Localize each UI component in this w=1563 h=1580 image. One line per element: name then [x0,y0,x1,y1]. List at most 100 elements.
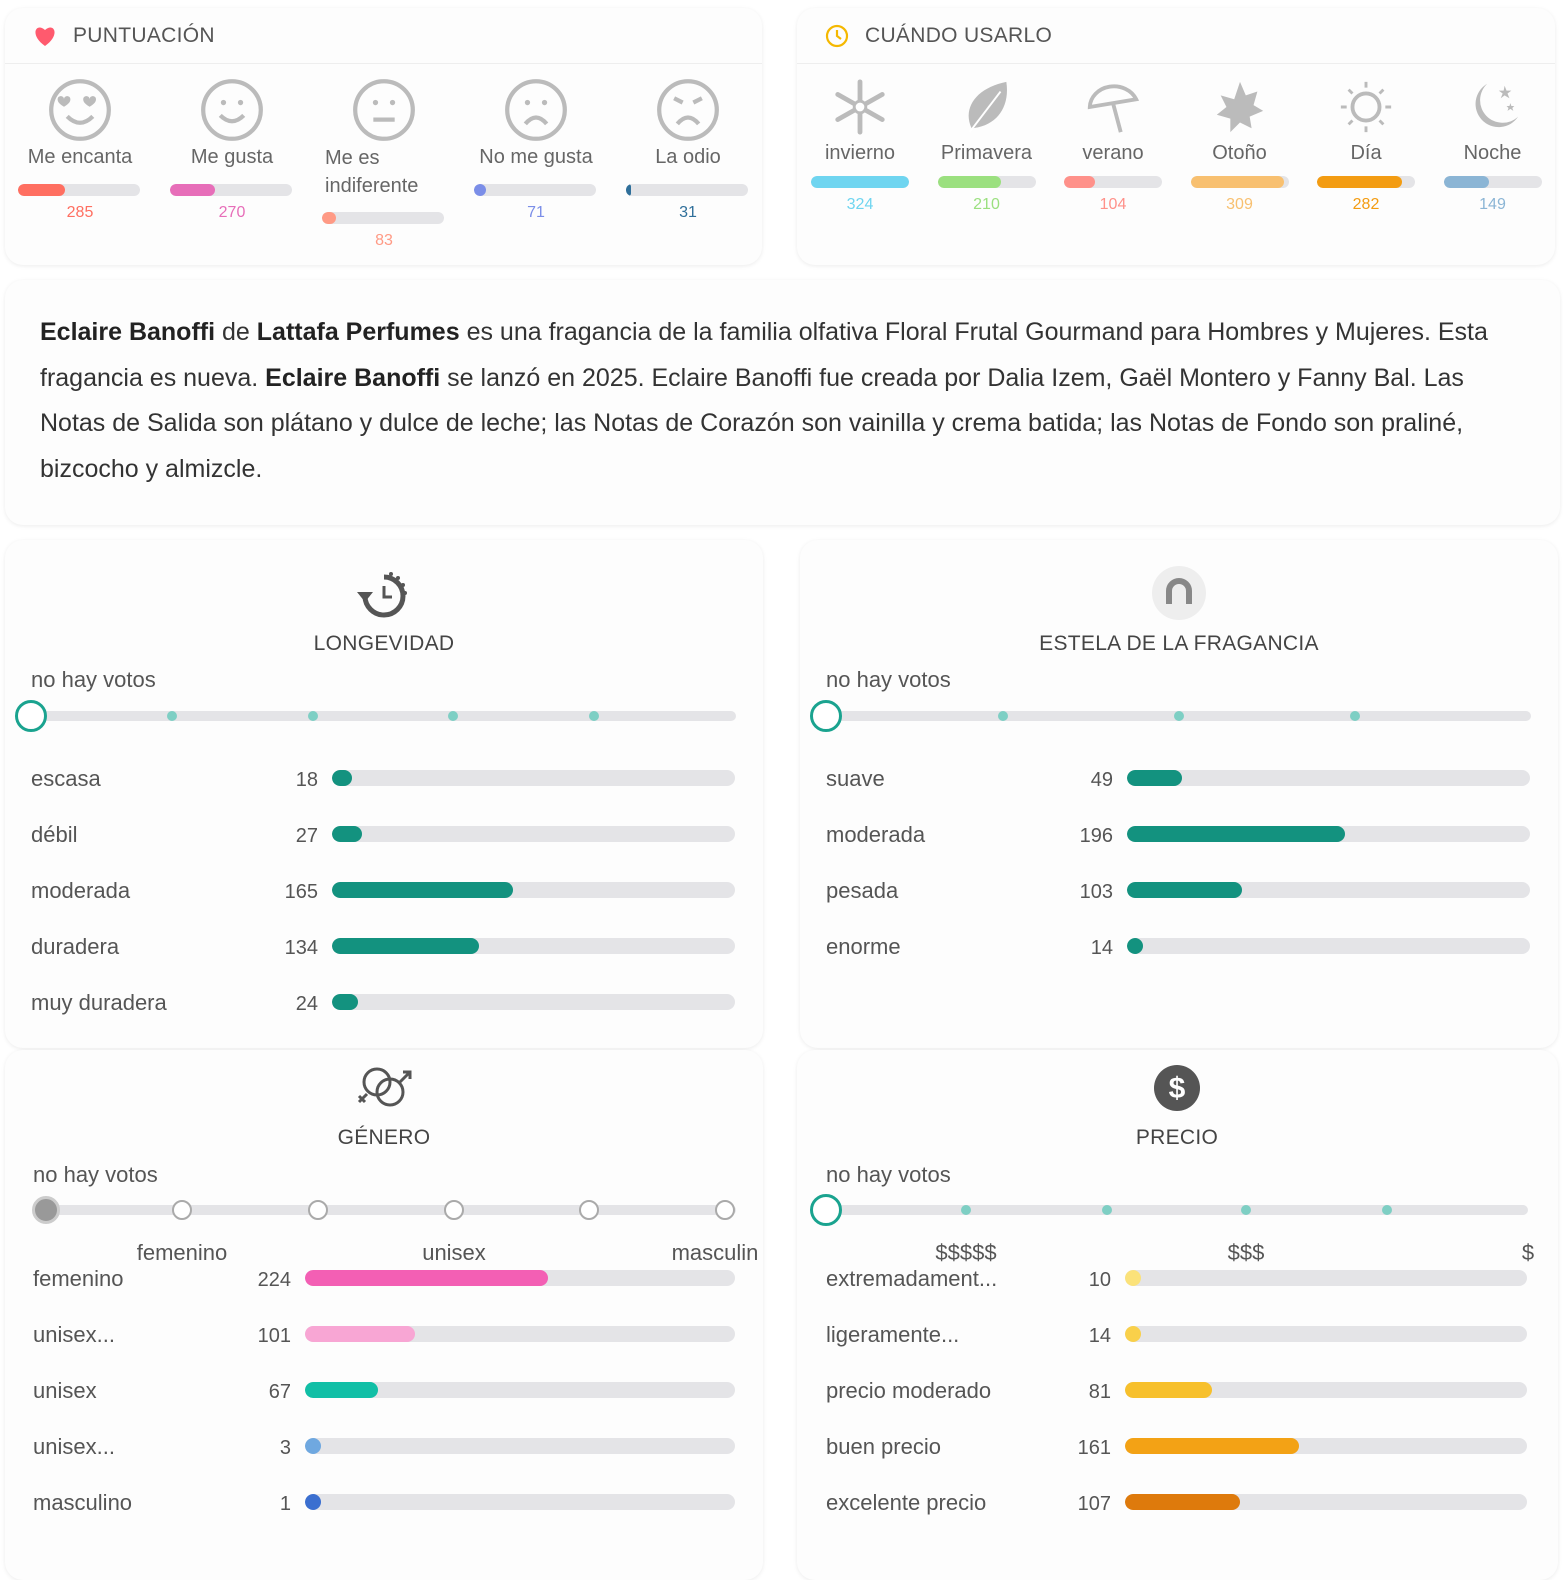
gender-tick: masculin [671,1240,759,1265]
rating-header: PUNTUACIÓN [5,8,762,64]
price-slider[interactable] [810,1194,1528,1226]
rating-option[interactable]: Me gusta [169,76,295,174]
sillage-slider[interactable] [810,700,1531,732]
slider-stop[interactable] [961,1205,971,1215]
slider-stop[interactable] [1350,711,1360,721]
season-count: 104 [1099,196,1127,213]
description-card [5,280,1560,525]
gender-row-bar [305,1438,735,1454]
longevity-row-count: 165 [284,881,318,903]
slider-stop[interactable] [167,711,177,721]
slider-stop[interactable] [1241,1205,1251,1215]
smile-face-icon [201,79,263,141]
clock-icon [825,24,849,47]
sillage-row-count: 49 [1090,769,1113,791]
slider-stop[interactable] [1382,1205,1392,1215]
season-option[interactable]: invierno [811,76,909,170]
season-option[interactable]: Día [1317,76,1415,170]
rating-option[interactable]: La odio [625,76,751,174]
gender-row-count: 224 [257,1269,291,1291]
leaf-icon [968,81,1007,133]
umbrella-icon [1087,84,1140,133]
longevity-row-bar [332,938,735,954]
slider-stop[interactable] [1102,1205,1112,1215]
moon-icon [1475,83,1518,128]
slider-handle[interactable] [810,700,842,732]
longevity-row-bar [332,994,735,1010]
longevity-row-bar-fill [332,882,513,898]
rating-count: 83 [375,232,393,249]
sillage-row-bar [1127,770,1530,786]
season-bar [811,176,909,188]
price-row-bar [1125,1494,1527,1510]
price-tick: $$$ [1227,1240,1265,1265]
price-row-bar-fill [1125,1326,1141,1342]
desc-part2: se lanzó en 2025. Eclaire Banoffi fue cr… [40,363,1464,483]
rating-count: 71 [527,204,545,221]
rating-bar-fill [18,184,65,196]
season-bar [937,176,1036,188]
gender-row-label: unisex [33,1378,97,1403]
price-no-votes: no hay votos [826,1162,951,1187]
rating-bar-fill [322,212,336,224]
sillage-card: ESTELA DE LA FRAGANCIA no hay votos suav… [800,540,1558,1048]
slider-stop[interactable] [172,1200,192,1220]
slider-stop[interactable] [998,711,1008,721]
gender-row-count: 3 [279,1437,291,1459]
longevity-card: LONGEVIDAD no hay votos escasa 18 débil 27 m… [5,540,763,1048]
gender-row-bar [305,1270,735,1286]
price-row-label: excelente precio [826,1490,987,1515]
longevity-row-label: escasa [31,766,101,791]
season-option[interactable]: Noche [1444,76,1542,170]
gender-icon [357,1067,412,1107]
season-option[interactable]: verano [1064,76,1162,170]
slider-stop[interactable] [1174,711,1184,721]
slider-stop[interactable] [589,711,599,721]
slider-stop[interactable] [715,1200,735,1220]
rating-label: Me encanta [27,146,133,168]
slider-stop[interactable] [444,1200,464,1220]
season-bar-fill [1064,176,1096,188]
season-label: Otoño [1212,142,1267,164]
price-row-bar-fill [1125,1494,1241,1510]
slider-handle[interactable] [15,700,47,732]
price-row-label: buen precio [826,1434,941,1459]
description-text: Eclaire Banoffi de Lattafa Perfumes es u… [40,310,1530,492]
rating-label: Me es indiferente [325,147,419,197]
slider-stop[interactable] [308,711,318,721]
price-row-label: extremadament... [826,1266,998,1291]
sillage-row-label: enorme [826,934,901,959]
price-row-count: 161 [1077,1437,1111,1459]
sun-icon [1340,81,1392,133]
season-count: 324 [846,196,874,213]
season-bar [1317,176,1415,188]
season-label: invierno [824,142,896,164]
slider-handle[interactable] [32,1196,60,1224]
gender-tick: femenino [136,1240,228,1265]
rating-option[interactable]: No me gusta [473,76,599,174]
slider-stop[interactable] [448,711,458,721]
slider-stop[interactable] [579,1200,599,1220]
rating-option[interactable]: Me encanta [17,76,143,174]
rating-option[interactable]: Me es indiferente [321,76,447,202]
rating-bar [626,184,748,196]
season-option[interactable]: Primavera [938,76,1036,170]
when-title: CUÁNDO USARLO [865,23,1053,47]
sillage-row-bar-fill [1127,826,1346,842]
rating-label: La odio [655,146,721,168]
rating-label: Me gusta [190,146,274,168]
longevity-slider[interactable] [15,700,736,732]
when-to-use-card: CUÁNDO USARLO invierno 324 Primavera 210 ver… [797,8,1555,265]
price-tick: $ [1521,1240,1535,1265]
sillage-row-bar-fill [1127,770,1182,786]
slider-stop[interactable] [308,1200,328,1220]
season-option[interactable]: Otoño [1191,76,1289,170]
slider-handle[interactable] [810,1194,842,1226]
neutral-face-icon [353,79,415,141]
season-bar [1443,176,1542,188]
gender-row-bar-fill [305,1438,321,1454]
price-tick: $$$$$ [935,1240,997,1265]
gender-title: GÉNERO [337,1126,431,1149]
gender-slider[interactable] [32,1196,736,1224]
longevity-row-bar-fill [332,770,352,786]
